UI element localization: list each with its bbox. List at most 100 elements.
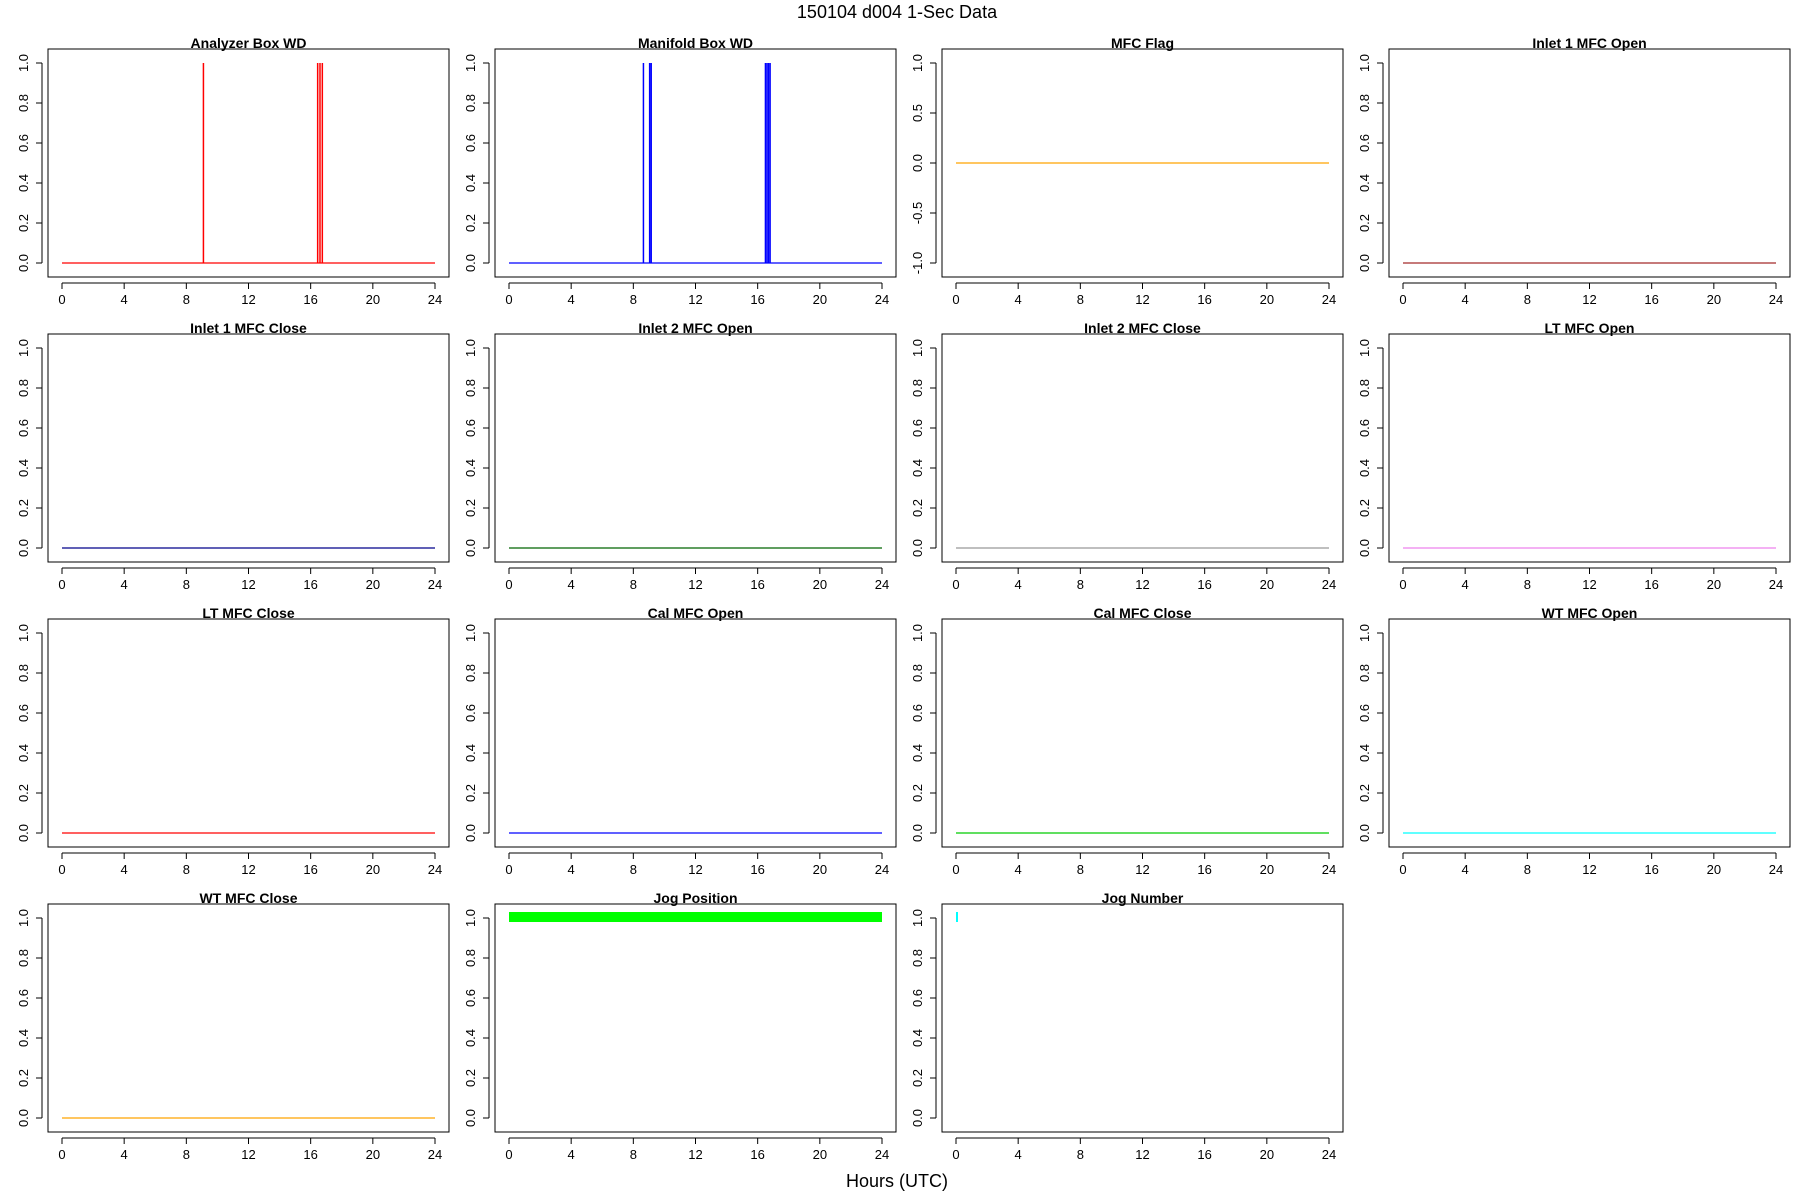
- chart-panel: Inlet 2 MFC Close 0 4 8 12 16 20 24 0.0 0.2 0.4 0.6…: [910, 320, 1344, 592]
- x-tick-label: 12: [1582, 862, 1596, 877]
- y-tick-label: 0.2: [16, 784, 31, 802]
- x-tick-label: 20: [366, 862, 380, 877]
- panel-title: WT MFC Open: [1542, 605, 1638, 621]
- x-tick-label: 0: [1399, 577, 1406, 592]
- x-tick-label: 24: [875, 292, 889, 307]
- y-tick-label: 0.0: [463, 824, 478, 842]
- y-tick-label: 0.4: [910, 459, 925, 477]
- plot-frame: [941, 903, 1344, 1133]
- y-tick-label: 0.0: [910, 539, 925, 557]
- x-tick-label: 0: [58, 292, 65, 307]
- x-tick-label: 24: [875, 1147, 889, 1162]
- plot-frame: [494, 618, 897, 848]
- panel-title: Cal MFC Open: [648, 605, 744, 621]
- y-tick-label: 0.8: [1357, 379, 1372, 397]
- x-tick-label: 20: [1707, 862, 1721, 877]
- x-tick-label: 4: [121, 862, 128, 877]
- panel-title: Jog Number: [1102, 890, 1184, 906]
- x-tick-label: 16: [750, 862, 764, 877]
- chart-panel: WT MFC Open 0 4 8 12 16 20 24 0.0 0.2 0.4 0.6 0.8 1.0: [1357, 605, 1791, 877]
- x-tick-label: 24: [1322, 292, 1336, 307]
- y-tick-label: 0.4: [1357, 174, 1372, 192]
- y-tick-label: 0.5: [910, 104, 925, 122]
- y-tick-label: 1.0: [463, 54, 478, 72]
- x-tick-label: 20: [366, 292, 380, 307]
- chart-panel: Jog Position 0 4 8 12 16 20 24 0.0 0.2 0.4 0.6 0.8 1.…: [463, 890, 897, 1162]
- plot-frame: [1388, 618, 1791, 848]
- x-tick-label: 8: [1524, 292, 1531, 307]
- y-tick-label: 1.0: [1357, 339, 1372, 357]
- panel-title: WT MFC Close: [200, 890, 298, 906]
- x-tick-label: 0: [952, 1147, 959, 1162]
- x-tick-label: 12: [688, 292, 702, 307]
- x-tick-label: 24: [428, 292, 442, 307]
- y-tick-label: 0.4: [16, 459, 31, 477]
- chart-panel: LT MFC Close 0 4 8 12 16 20 24 0.0 0.2 0.4 0.6 0.8 1.…: [16, 605, 450, 877]
- figure-title: 150104 d004 1-Sec Data: [797, 2, 998, 22]
- x-tick-label: 8: [630, 1147, 637, 1162]
- x-tick-label: 20: [813, 292, 827, 307]
- x-tick-label: 16: [303, 862, 317, 877]
- panel-title: Manifold Box WD: [638, 35, 753, 51]
- x-tick-label: 12: [241, 292, 255, 307]
- y-tick-label: 1.0: [16, 339, 31, 357]
- x-tick-label: 8: [630, 577, 637, 592]
- x-tick-label: 0: [58, 862, 65, 877]
- x-tick-label: 8: [183, 862, 190, 877]
- y-tick-label: 0.2: [1357, 214, 1372, 232]
- y-tick-label: 0.4: [16, 174, 31, 192]
- x-tick-label: 16: [750, 292, 764, 307]
- chart-panel: Inlet 1 MFC Open 0 4 8 12 16 20 24 0.0 0.2 0.4 0.6 0…: [1357, 35, 1791, 307]
- y-tick-label: 0.8: [1357, 664, 1372, 682]
- x-tick-label: 8: [1077, 1147, 1084, 1162]
- x-tick-label: 16: [1197, 577, 1211, 592]
- y-tick-label: 0.6: [463, 134, 478, 152]
- x-tick-label: 16: [750, 1147, 764, 1162]
- x-tick-label: 16: [303, 577, 317, 592]
- chart-panel: Analyzer Box WD 0 4 8 12 16 20 24 0.0 0.2 0.4 0.6 0.…: [16, 35, 450, 307]
- y-tick-label: 1.0: [910, 624, 925, 642]
- y-tick-label: 0.2: [463, 214, 478, 232]
- x-tick-label: 4: [568, 292, 575, 307]
- x-tick-label: 0: [58, 577, 65, 592]
- y-tick-label: 0.0: [1357, 824, 1372, 842]
- x-tick-label: 12: [688, 1147, 702, 1162]
- y-tick-label: 0.6: [16, 704, 31, 722]
- chart-panel: Inlet 1 MFC Close 0 4 8 12 16 20 24 0.0 0.2 0.4 0.6…: [16, 320, 450, 592]
- panel-title: MFC Flag: [1111, 35, 1174, 51]
- x-tick-label: 4: [568, 1147, 575, 1162]
- x-tick-label: 8: [1077, 292, 1084, 307]
- x-tick-label: 16: [303, 292, 317, 307]
- x-tick-label: 4: [1015, 862, 1022, 877]
- y-tick-label: 0.8: [463, 664, 478, 682]
- x-tick-label: 20: [366, 1147, 380, 1162]
- x-tick-label: 4: [1462, 577, 1469, 592]
- y-tick-label: 0.0: [910, 154, 925, 172]
- y-tick-label: 0.4: [910, 744, 925, 762]
- y-tick-label: 0.4: [16, 744, 31, 762]
- y-tick-label: 0.8: [910, 379, 925, 397]
- x-tick-label: 20: [1260, 862, 1274, 877]
- y-tick-label: 1.0: [463, 624, 478, 642]
- y-tick-label: 0.8: [910, 664, 925, 682]
- y-tick-label: 0.6: [1357, 704, 1372, 722]
- x-tick-label: 8: [183, 1147, 190, 1162]
- y-tick-label: 0.2: [16, 1069, 31, 1087]
- x-tick-label: 12: [1582, 292, 1596, 307]
- y-tick-label: 0.8: [463, 379, 478, 397]
- x-tick-label: 4: [1462, 862, 1469, 877]
- x-tick-label: 20: [1260, 577, 1274, 592]
- x-tick-label: 12: [1135, 577, 1149, 592]
- x-tick-label: 16: [303, 1147, 317, 1162]
- y-tick-label: 0.2: [463, 784, 478, 802]
- x-tick-label: 0: [952, 862, 959, 877]
- x-tick-label: 12: [241, 862, 255, 877]
- y-tick-label: 0.6: [463, 989, 478, 1007]
- x-tick-label: 12: [1135, 862, 1149, 877]
- plot-frame: [47, 903, 450, 1133]
- plot-frame: [494, 903, 897, 1133]
- x-tick-label: 24: [1322, 1147, 1336, 1162]
- y-tick-label: 0.6: [910, 704, 925, 722]
- x-tick-label: 8: [183, 292, 190, 307]
